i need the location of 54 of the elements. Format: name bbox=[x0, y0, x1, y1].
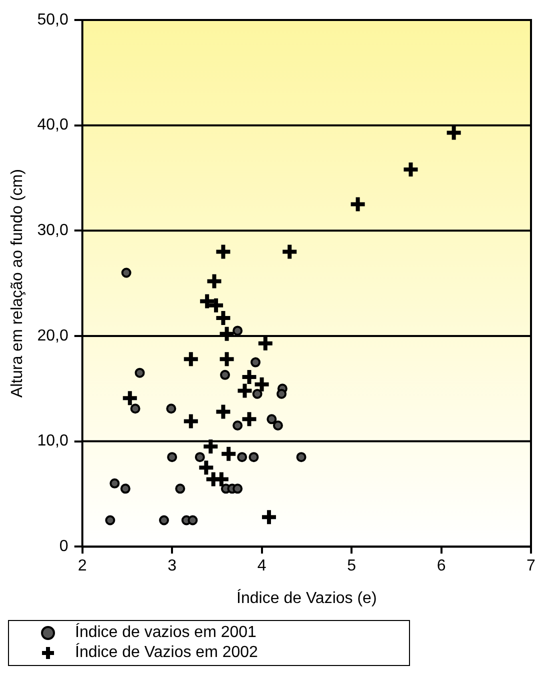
point bbox=[220, 444, 238, 463]
x-axis-title: Índice de Vazios (e) bbox=[236, 588, 377, 607]
point bbox=[105, 515, 116, 526]
point bbox=[272, 420, 283, 430]
point bbox=[348, 195, 367, 214]
point bbox=[158, 515, 169, 526]
point bbox=[296, 452, 306, 462]
point bbox=[205, 272, 224, 290]
point bbox=[240, 410, 258, 428]
y-tick-label: 10,0 bbox=[37, 432, 68, 450]
x-tick-label: 5 bbox=[347, 558, 356, 575]
point bbox=[188, 515, 198, 526]
x-tick-label: 2 bbox=[78, 558, 87, 575]
point bbox=[252, 388, 262, 399]
point bbox=[182, 412, 200, 430]
legend-label: Índice de vazios em 2001 bbox=[75, 623, 256, 643]
point bbox=[166, 404, 176, 414]
point bbox=[130, 404, 140, 414]
y-tick-label: 0 bbox=[59, 538, 68, 556]
point bbox=[232, 484, 243, 494]
point bbox=[194, 452, 205, 462]
point bbox=[175, 484, 186, 494]
y-axis-title: Altura em relação ao fundo (cm) bbox=[9, 169, 26, 398]
point bbox=[237, 452, 248, 462]
y-tick-label: 40,0 bbox=[37, 116, 68, 134]
point bbox=[236, 382, 254, 400]
y-tick-label: 20,0 bbox=[37, 327, 68, 344]
point bbox=[232, 326, 243, 336]
point bbox=[276, 388, 287, 399]
point bbox=[218, 324, 236, 343]
point bbox=[182, 350, 200, 368]
legend-label: Índice de Vazios em 2002 bbox=[75, 643, 258, 663]
x-tick-label: 4 bbox=[257, 558, 266, 575]
point bbox=[250, 357, 261, 368]
point bbox=[214, 402, 232, 421]
point bbox=[110, 478, 120, 488]
point bbox=[214, 242, 232, 261]
point bbox=[167, 452, 178, 462]
point bbox=[220, 370, 230, 380]
point bbox=[120, 389, 139, 408]
x-tick-label: 3 bbox=[168, 558, 177, 575]
point bbox=[266, 414, 277, 424]
point bbox=[280, 242, 299, 261]
x-tick-label: 7 bbox=[526, 558, 536, 575]
x-tick-label: 6 bbox=[436, 558, 446, 575]
point bbox=[260, 508, 278, 526]
point bbox=[218, 350, 236, 368]
point bbox=[134, 368, 145, 378]
point bbox=[120, 484, 130, 494]
y-tick-label: 50,0 bbox=[37, 11, 68, 28]
point bbox=[232, 420, 243, 430]
y-tick-label: 30,0 bbox=[37, 222, 68, 240]
point bbox=[121, 268, 132, 278]
point bbox=[248, 452, 259, 462]
